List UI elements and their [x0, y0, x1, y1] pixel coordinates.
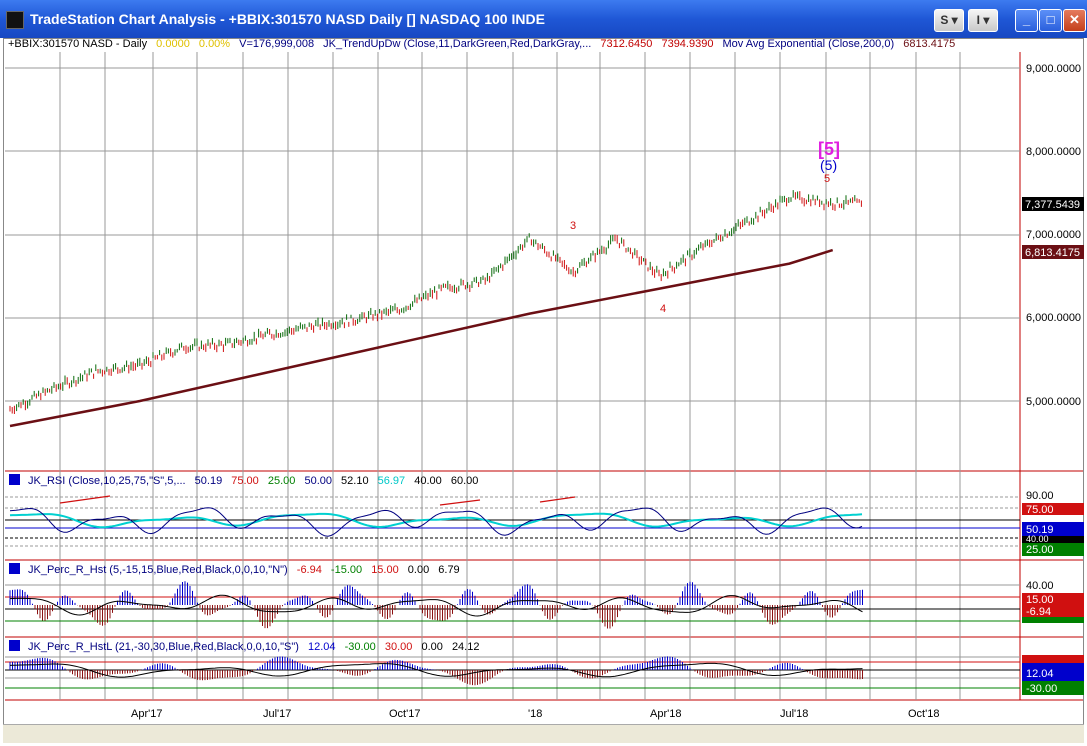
percrl-color-swatch — [9, 640, 20, 651]
price-tick-5000: 5,000.0000 — [1026, 396, 1081, 408]
window-titlebar: TradeStation Chart Analysis - +BBIX:3015… — [0, 0, 1087, 38]
rsi-value-1: 75.00 — [231, 475, 259, 487]
percr-tick-15: 15.00 — [1026, 594, 1054, 606]
percr-label: JK_Perc_R_Hst (5,-15,15,Blue,Red,Black,0… — [28, 564, 288, 576]
rsi-slow-line — [9, 512, 863, 529]
price-panel-header: +BBIX:301570 NASD - Daily 0.0000 0.00% V… — [8, 38, 961, 50]
close-button[interactable]: ✕ — [1063, 9, 1086, 32]
price-tick-7000: 7,000.0000 — [1026, 229, 1081, 241]
price-bars — [9, 190, 862, 414]
rsi-value-4: 52.10 — [341, 475, 369, 487]
percrl-value-2: 30.00 — [384, 641, 413, 653]
rsi-panel-header: JK_RSI (Close,10,25,75,"S",5,... 50.19 7… — [9, 474, 484, 487]
time-tick-jul18: Jul'18 — [780, 708, 808, 720]
percr-value-3: 0.00 — [407, 564, 430, 576]
percrl-value-4: 24.12 — [451, 641, 480, 653]
time-tick-jul17: Jul'17 — [263, 708, 291, 720]
percrl-neg30-badge — [1022, 681, 1084, 695]
percr-value-badge — [1022, 605, 1084, 617]
minimize-button[interactable]: _ — [1015, 9, 1038, 32]
change-value: 0.0000 — [156, 38, 190, 50]
rsi-value-badge — [1022, 522, 1084, 536]
percr-tick-40: 40.00 — [1026, 580, 1054, 592]
wave-4-label: 4 — [660, 303, 666, 315]
percrl-panel-header: JK_Perc_R_HstL (21,-30,30,Blue,Red,Black… — [9, 640, 485, 653]
percrl-histogram — [9, 656, 863, 686]
window-title: TradeStation Chart Analysis - +BBIX:3015… — [30, 11, 545, 27]
rsi-label: JK_RSI (Close,10,25,75,"S",5,... — [28, 475, 186, 487]
ma-price-label: 6,813.4175 — [1025, 247, 1080, 259]
time-tick-apr18: Apr'18 — [650, 708, 681, 720]
percr-value-0: -6.94 — [296, 564, 322, 576]
ma-label: Mov Avg Exponential (Close,200,0) — [722, 38, 895, 50]
price-tick-8000: 8,000.0000 — [1026, 146, 1081, 158]
last-price-badge — [1022, 197, 1084, 211]
i-menu-button[interactable]: I ▾ — [968, 9, 998, 32]
ma-value: 6813.4175 — [903, 38, 956, 50]
percr-tick-value: -6.94 — [1026, 606, 1051, 618]
percrl-tick-neg30: -30.00 — [1026, 683, 1057, 695]
percr-neg15-badge — [1022, 617, 1084, 623]
percr-signal-line — [9, 594, 863, 617]
wave-5-label: 5 — [824, 173, 830, 185]
percrl-value-badge — [1022, 663, 1084, 681]
rsi-color-swatch — [9, 474, 20, 485]
change-pct-value: 0.00% — [198, 38, 231, 50]
symbol-label: +BBIX:301570 NASD - Daily — [8, 38, 148, 50]
rsi-value-7: 60.00 — [450, 475, 479, 487]
s-menu-button[interactable]: S ▾ — [934, 9, 964, 32]
price-tick-9000: 9,000.0000 — [1026, 63, 1081, 75]
app-icon — [6, 11, 24, 29]
percrl-signal-line — [9, 662, 863, 678]
percr-value-4: 6.79 — [438, 564, 460, 576]
indicator-value-2: 7394.9390 — [661, 38, 714, 50]
percr-color-swatch — [9, 563, 20, 574]
wave-5-bracket-label: [5] — [818, 139, 840, 159]
time-tick-18: '18 — [528, 708, 542, 720]
rsi-40-badge — [1022, 536, 1084, 543]
percrl-label: JK_Perc_R_HstL (21,-30,30,Blue,Red,Black… — [28, 641, 299, 653]
indicator-value-1: 7312.6450 — [600, 38, 653, 50]
maximize-button[interactable]: □ — [1039, 9, 1062, 32]
moving-average-line — [9, 248, 834, 428]
percr-panel-header: JK_Perc_R_Hst (5,-15,15,Blue,Red,Black,0… — [9, 563, 466, 576]
percr-histogram — [9, 581, 863, 629]
rsi-tick-75: 75.00 — [1026, 504, 1054, 516]
percrl-tick-value: 12.04 — [1026, 668, 1054, 680]
rsi-overbought-line — [59, 495, 576, 506]
rsi-tick-25: 25.00 — [1026, 544, 1054, 556]
indicator-label: JK_TrendUpDw (Close,11,DarkGreen,Red,Dar… — [323, 38, 592, 50]
horizontal-scrollbar[interactable] — [3, 724, 1084, 743]
time-tick-oct17: Oct'17 — [389, 708, 420, 720]
rsi-tick-40: 40.00 — [1026, 534, 1049, 544]
percr-value-2: 15.00 — [371, 564, 399, 576]
percrl-30-badge — [1022, 655, 1084, 663]
time-tick-apr17: Apr'17 — [131, 708, 162, 720]
rsi-value-5: 56.97 — [377, 475, 406, 487]
rsi-25-badge — [1022, 543, 1084, 556]
rsi-value-0: 50.19 — [194, 475, 223, 487]
percrl-value-1: -30.00 — [344, 641, 376, 653]
rsi-tick-90: 90.00 — [1026, 490, 1054, 502]
rsi-reference-lines — [5, 496, 1020, 547]
percrl-value-0: 12.04 — [308, 641, 336, 653]
percr-value-1: -15.00 — [330, 564, 363, 576]
percr-15-badge — [1022, 593, 1084, 605]
ma-price-badge — [1022, 245, 1084, 259]
wave-3-label: 3 — [570, 220, 576, 232]
price-tick-6000: 6,000.0000 — [1026, 312, 1081, 324]
time-tick-oct18: Oct'18 — [908, 708, 939, 720]
volume-value: V=176,999,008 — [239, 38, 315, 50]
rsi-value-2: 25.00 — [267, 475, 296, 487]
rsi-value-3: 50.00 — [304, 475, 332, 487]
wave-5-paren-label: (5) — [820, 157, 837, 173]
rsi-tick-value: 50.19 — [1026, 524, 1054, 536]
percrl-value-3: 0.00 — [421, 641, 443, 653]
rsi-fast-line — [9, 507, 863, 537]
rsi-value-6: 40.00 — [414, 475, 442, 487]
rsi-75-badge — [1022, 503, 1084, 515]
last-price-label: 7,377.5439 — [1025, 199, 1080, 211]
